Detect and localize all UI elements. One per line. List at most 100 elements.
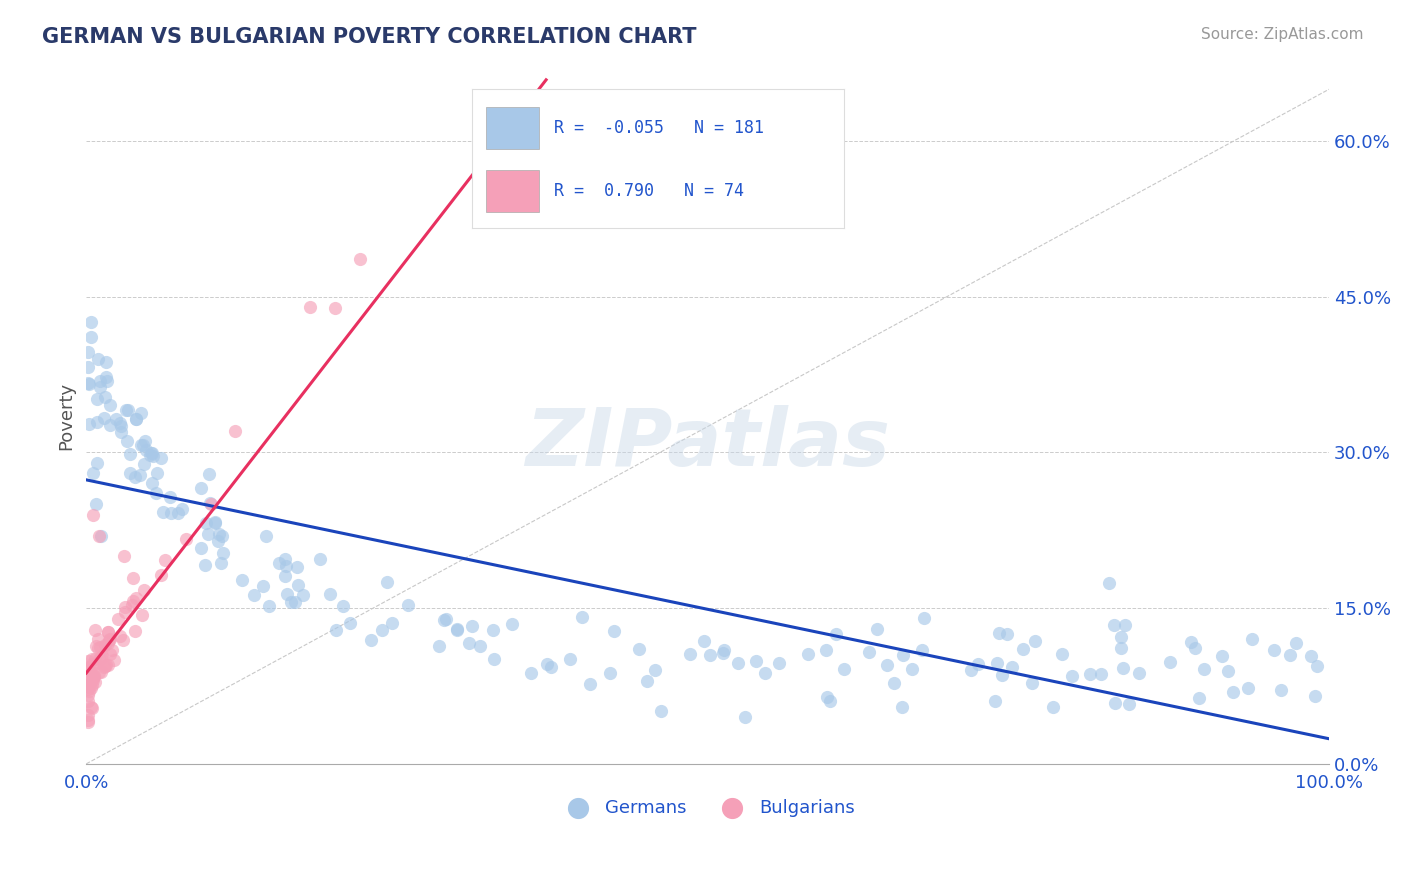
- Point: [1278, 648, 1301, 662]
- Point: [141, 476, 163, 491]
- Point: [204, 515, 226, 529]
- Point: [198, 496, 221, 510]
- Point: [745, 654, 768, 668]
- Point: [291, 588, 314, 602]
- Point: [76, 707, 98, 722]
- Point: [434, 612, 457, 626]
- Point: [274, 568, 297, 582]
- Point: [79, 677, 101, 691]
- Point: [1237, 681, 1260, 695]
- Point: [1285, 636, 1308, 650]
- Point: [628, 642, 651, 657]
- Point: [254, 529, 277, 543]
- Point: [86, 392, 108, 406]
- Point: [90, 649, 112, 664]
- Point: [1042, 699, 1064, 714]
- Point: [754, 666, 776, 681]
- Point: [396, 598, 419, 612]
- Point: [190, 481, 212, 495]
- Point: [883, 676, 905, 690]
- Point: [89, 374, 111, 388]
- Point: [349, 252, 371, 267]
- Point: [1305, 659, 1327, 673]
- Point: [145, 485, 167, 500]
- Point: [84, 497, 107, 511]
- Point: [96, 658, 118, 673]
- Point: [1090, 667, 1112, 681]
- Point: [131, 406, 153, 420]
- Point: [112, 549, 135, 564]
- Point: [287, 578, 309, 592]
- Point: [108, 416, 131, 430]
- Point: [139, 445, 162, 459]
- Point: [82, 508, 104, 522]
- Point: [866, 622, 889, 636]
- Point: [1299, 648, 1322, 663]
- Point: [76, 678, 98, 692]
- Point: [98, 648, 121, 662]
- Point: [325, 623, 347, 637]
- Point: [1114, 617, 1136, 632]
- Point: [197, 526, 219, 541]
- Point: [579, 676, 602, 690]
- Point: [77, 679, 100, 693]
- Point: [1098, 575, 1121, 590]
- Point: [711, 646, 734, 660]
- Point: [94, 354, 117, 368]
- Point: [734, 709, 756, 723]
- Point: [93, 411, 115, 425]
- Point: [114, 600, 136, 615]
- Point: [100, 418, 122, 433]
- Point: [995, 627, 1018, 641]
- Point: [84, 657, 107, 671]
- Point: [1263, 642, 1285, 657]
- Point: [636, 673, 658, 688]
- Point: [80, 315, 103, 329]
- Point: [211, 529, 233, 543]
- Point: [318, 587, 340, 601]
- Point: [90, 665, 112, 680]
- Point: [94, 390, 117, 404]
- Point: [1241, 632, 1264, 646]
- Point: [124, 624, 146, 639]
- Point: [120, 466, 142, 480]
- Point: [209, 557, 232, 571]
- Point: [713, 643, 735, 657]
- Point: [540, 660, 562, 674]
- Point: [960, 663, 983, 677]
- Point: [96, 636, 118, 650]
- Point: [285, 560, 308, 574]
- Point: [1211, 649, 1233, 664]
- Point: [679, 647, 702, 661]
- Point: [529, 212, 551, 227]
- Point: [1128, 666, 1150, 681]
- Point: [89, 652, 111, 666]
- Point: [381, 615, 404, 630]
- Point: [160, 506, 183, 520]
- Point: [371, 623, 394, 637]
- Point: [200, 497, 222, 511]
- Point: [114, 605, 136, 619]
- Point: [76, 360, 98, 375]
- Point: [76, 713, 98, 727]
- Point: [117, 403, 139, 417]
- Point: [104, 411, 127, 425]
- Point: [86, 632, 108, 646]
- Point: [375, 574, 398, 589]
- Point: [603, 624, 626, 639]
- Point: [190, 541, 212, 555]
- Point: [208, 527, 231, 541]
- Point: [194, 558, 217, 572]
- Point: [1192, 662, 1215, 676]
- Point: [912, 611, 935, 625]
- Point: [141, 446, 163, 460]
- Point: [1111, 641, 1133, 656]
- Point: [1001, 660, 1024, 674]
- Point: [98, 632, 121, 647]
- Point: [118, 447, 141, 461]
- Legend: Germans, Bulgarians: Germans, Bulgarians: [553, 792, 862, 824]
- Point: [76, 694, 98, 708]
- Point: [269, 556, 291, 570]
- Point: [98, 398, 121, 412]
- Point: [198, 467, 221, 482]
